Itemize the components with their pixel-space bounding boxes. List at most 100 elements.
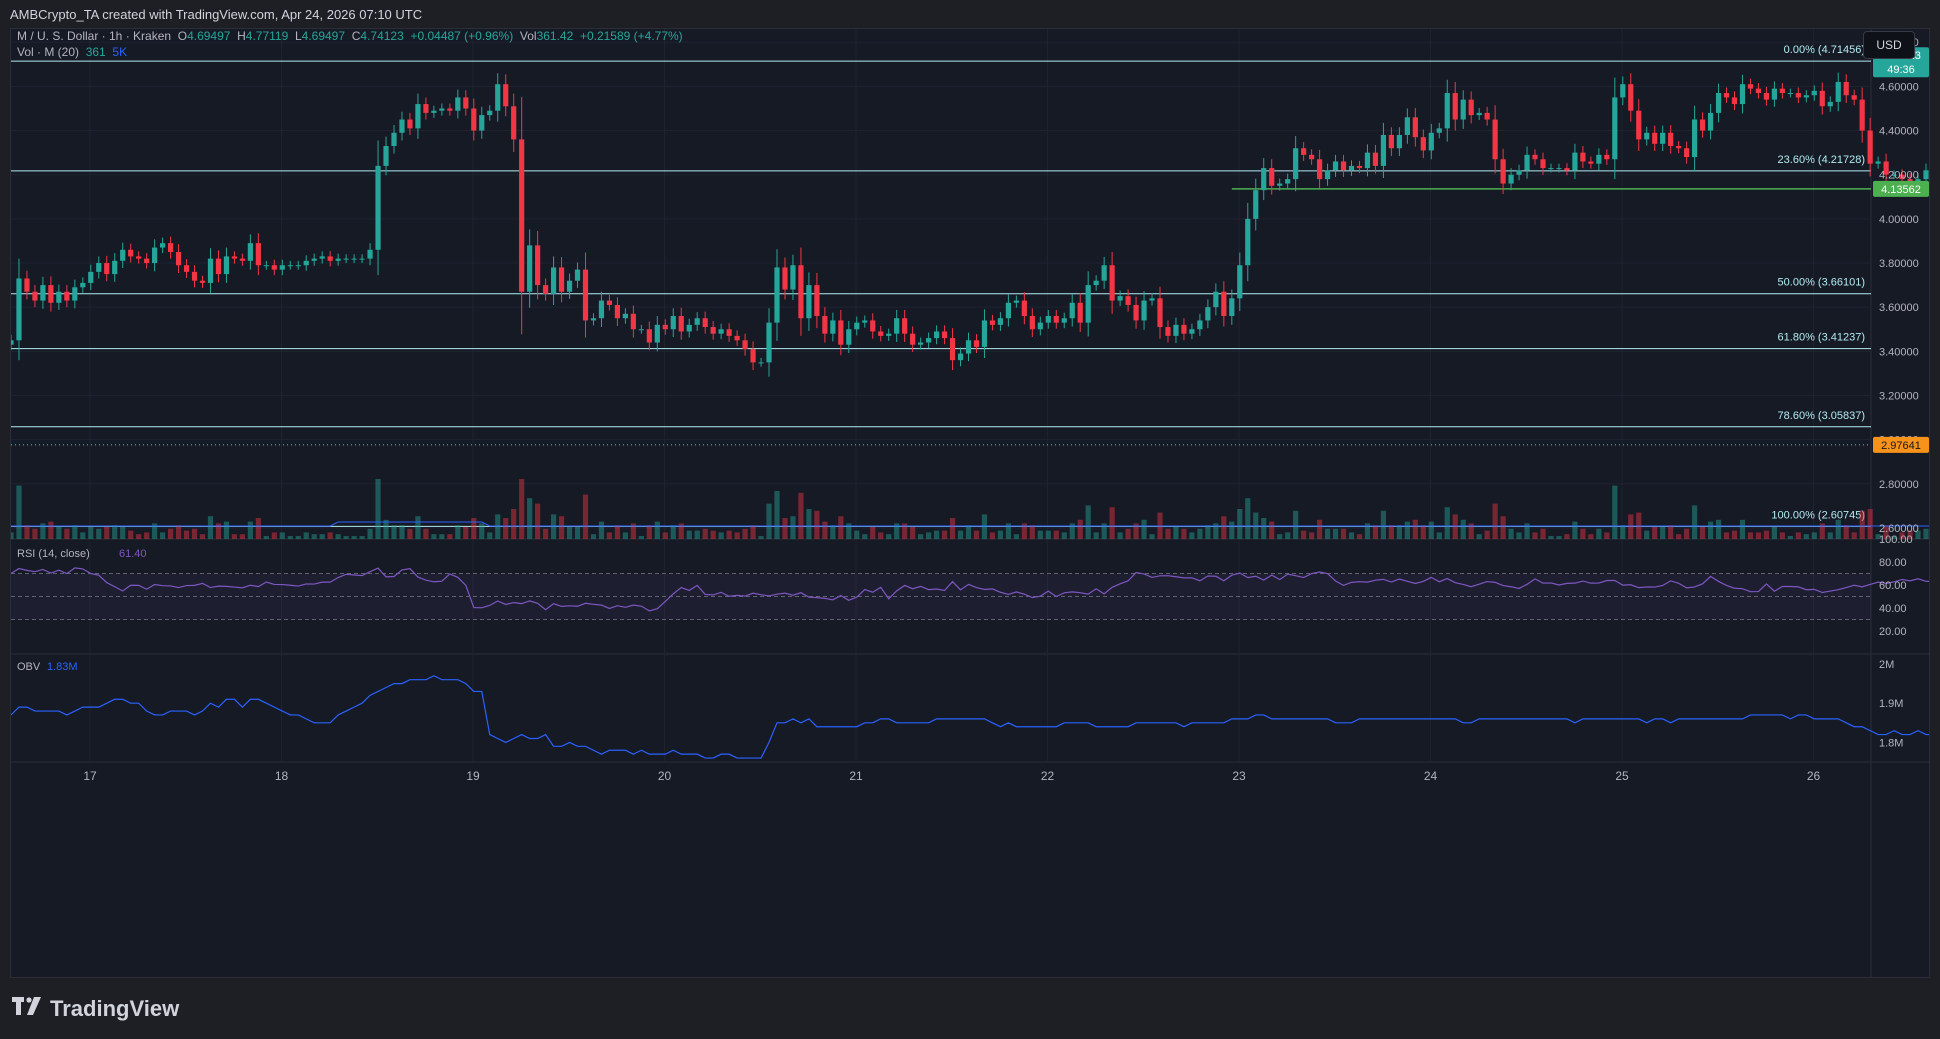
chart-frame[interactable]: 0.00% (4.71456) 23.60% (4.21728) 50.00% (3… — [10, 28, 1930, 978]
candle-body — [1564, 168, 1570, 171]
fib-label: 23.60% (4.21728) — [1778, 154, 1865, 166]
candle-body — [319, 256, 325, 259]
volume-bar — [1532, 532, 1538, 539]
volume-bar — [566, 527, 573, 539]
candle-body — [1699, 119, 1706, 131]
volume-bar — [814, 510, 820, 539]
volume-bar — [710, 530, 716, 539]
candle-body — [558, 267, 565, 292]
candle-body — [1356, 165, 1363, 169]
candle-body — [582, 269, 589, 321]
volume-bar — [750, 525, 756, 539]
volume-bar — [239, 534, 245, 539]
volume-bar — [1412, 519, 1418, 539]
candle-body — [144, 258, 150, 264]
candle-body — [535, 245, 541, 286]
candle-body — [1309, 154, 1315, 160]
candle-body — [1859, 99, 1865, 131]
volume-bar — [1117, 532, 1123, 539]
candle-body — [527, 245, 533, 292]
volume-bar — [32, 528, 38, 539]
candle-body — [590, 318, 597, 321]
candle-body — [479, 115, 485, 131]
vol-label: Vol — [519, 29, 537, 43]
candle-body — [1692, 119, 1698, 158]
candle-body — [1205, 307, 1211, 321]
candle-body — [120, 249, 126, 261]
volume-bar — [1699, 527, 1706, 539]
candle-body — [1101, 265, 1107, 281]
candle-body — [1253, 190, 1259, 219]
currency-button[interactable]: USD — [1863, 31, 1915, 59]
candle-body — [40, 285, 46, 301]
volume-bar — [487, 532, 493, 539]
candle-body — [1093, 280, 1099, 286]
candle-body — [1588, 161, 1594, 164]
candle-body — [1436, 128, 1442, 133]
candle-body — [742, 340, 748, 350]
candle-body — [183, 265, 190, 272]
candle-body — [407, 119, 413, 129]
candle-body — [638, 329, 644, 331]
volume-bar — [989, 532, 996, 539]
volume-bar — [48, 521, 54, 539]
fib-label: 78.60% (3.05837) — [1778, 410, 1865, 422]
volume-bar — [702, 528, 708, 539]
volume-bar — [1324, 528, 1331, 539]
candle-body — [1069, 302, 1075, 319]
candle-body — [1269, 168, 1275, 186]
volume-bar — [1316, 519, 1323, 539]
volume-bar — [1755, 532, 1762, 539]
support-price-tag: 4.13562 — [1881, 184, 1921, 196]
volume-bar — [718, 532, 724, 539]
chart-svg[interactable]: 0.00% (4.71456) 23.60% (4.21728) 50.00% (3… — [11, 29, 1930, 978]
volume-bar — [11, 532, 14, 539]
volume-bar — [1739, 519, 1746, 539]
volume-bar — [1899, 532, 1905, 539]
candle-body — [774, 267, 780, 323]
candle-body — [271, 265, 277, 270]
volume-bar — [1269, 521, 1275, 539]
candle-body — [670, 316, 676, 330]
fib-label: 61.80% (3.41237) — [1778, 332, 1865, 344]
open-value: 4.69497 — [187, 29, 231, 43]
candle-body — [247, 243, 253, 261]
tradingview-logo[interactable]: TradingView — [12, 996, 179, 1022]
volume-bar — [271, 532, 277, 539]
candle-body — [726, 329, 732, 336]
candle-body — [1157, 298, 1163, 328]
candle-body — [167, 243, 174, 252]
volume-legend[interactable]: Vol · M (20) 361 5K — [17, 45, 127, 59]
candle-body — [367, 249, 373, 259]
volume-bar — [1604, 532, 1610, 539]
candle-body — [798, 265, 804, 319]
volume-bar — [1428, 521, 1434, 539]
volume-bars — [11, 479, 1929, 539]
volume-bar — [1500, 516, 1506, 539]
volume-bar — [1795, 532, 1801, 539]
volume-bar — [383, 519, 389, 539]
volume-bar — [1660, 527, 1666, 539]
volume-bar — [311, 534, 317, 539]
volume-bar — [1085, 505, 1091, 539]
volume-bar — [806, 509, 812, 539]
volume-bar — [56, 527, 62, 539]
candle-body — [279, 265, 285, 270]
candle-body — [894, 318, 900, 334]
candle-body — [1707, 112, 1714, 131]
volume-bar — [1588, 534, 1594, 539]
volume-bar — [558, 516, 565, 539]
candle-body — [1388, 134, 1394, 149]
volume-bar — [287, 536, 293, 539]
time-axis-label: 19 — [466, 769, 480, 783]
volume-bar — [1891, 536, 1897, 539]
candle-body — [790, 265, 796, 290]
candle-body — [215, 258, 222, 275]
candle-body — [830, 320, 836, 334]
candle-body — [1580, 152, 1586, 162]
volume-bar — [886, 534, 892, 539]
candle-body — [1468, 99, 1474, 116]
candle-body — [989, 320, 996, 325]
symbol-name[interactable]: M / U. S. Dollar · 1h · Kraken — [17, 29, 172, 43]
candle-body — [1723, 93, 1730, 98]
